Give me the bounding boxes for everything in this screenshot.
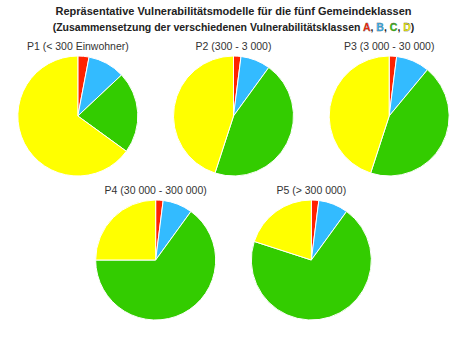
chart-svg: Repräsentative Vulnerabilitätsmodelle fü… [0,0,467,339]
pie-slice [174,56,234,173]
pie [96,200,216,320]
pie [18,56,138,176]
pie-slice [254,200,311,260]
pie-slice [329,56,389,173]
pie-label: P1 (< 300 Einwohner) [27,40,129,52]
pie-slice [96,200,156,260]
chart-container: Repräsentative Vulnerabilitätsmodelle fü… [0,0,467,339]
pie [174,56,294,176]
pie-slice [18,56,127,176]
pie-label: P5 (> 300 000) [276,184,346,196]
subtitle: (Zusammensetzung der verschiedenen Vulne… [53,21,415,33]
subtitle-part: (Zusammensetzung der verschiedenen Vulne… [53,21,363,33]
pie-label: P4 (30 000 - 300 000) [105,184,207,196]
pie [329,56,449,176]
pie-label: P3 (3 000 - 30 000) [344,40,434,52]
subtitle-part: ) [411,21,415,33]
title: Repräsentative Vulnerabilitätsmodelle fü… [56,5,412,17]
pie-label: P2 (300 - 3 000) [196,40,272,52]
pie [251,200,371,320]
